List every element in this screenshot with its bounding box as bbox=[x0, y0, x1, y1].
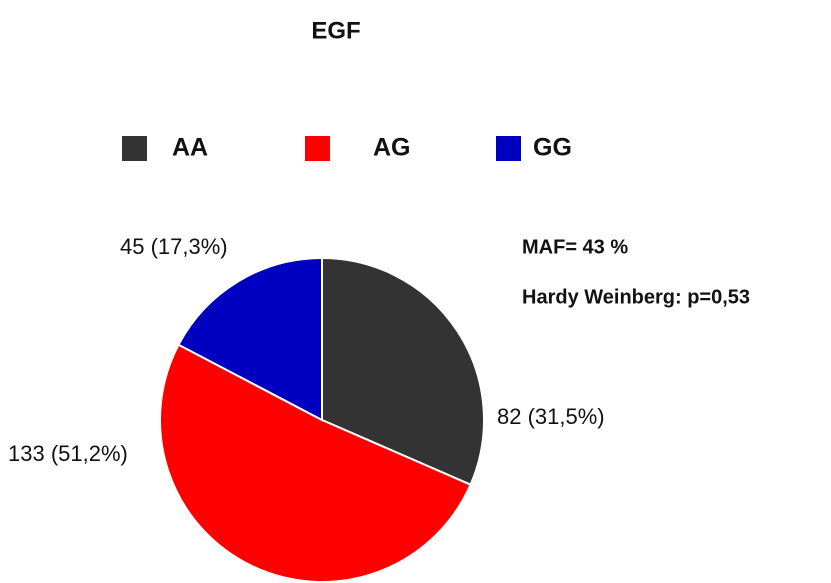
annotation: MAF= 43 % bbox=[522, 236, 628, 258]
legend-swatch bbox=[122, 136, 147, 161]
annotation: Hardy Weinberg: p=0,53 bbox=[522, 286, 750, 308]
pie-slice bbox=[159, 343, 472, 583]
legend-swatch bbox=[305, 136, 330, 161]
legend-label: AA bbox=[172, 134, 208, 162]
value-label: 133 (51,2%) bbox=[8, 441, 128, 466]
value-label: 45 (17,3%) bbox=[120, 234, 228, 259]
pie-slice bbox=[177, 256, 323, 422]
pie-slice bbox=[321, 256, 485, 487]
legend-swatch bbox=[496, 136, 521, 161]
chart-title: EGF bbox=[311, 17, 360, 44]
legend-label: AG bbox=[373, 134, 411, 162]
value-label: 82 (31,5%) bbox=[497, 404, 605, 429]
legend-label: GG bbox=[533, 134, 572, 162]
